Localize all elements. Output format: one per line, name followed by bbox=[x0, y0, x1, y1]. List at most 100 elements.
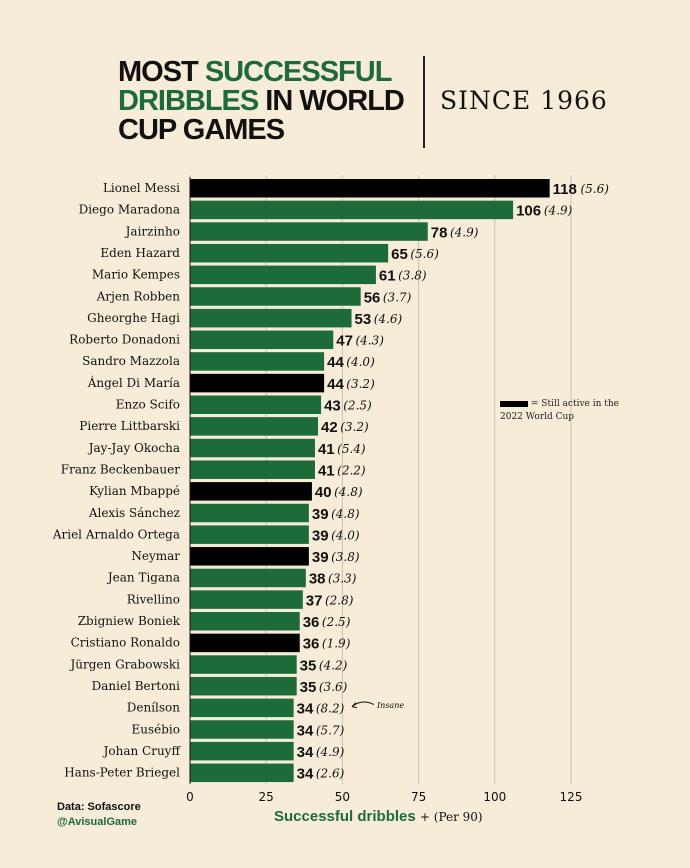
category-label: Hans-Peter Briegel bbox=[64, 766, 180, 780]
data-label: 78 bbox=[431, 224, 448, 241]
data-label: 39 bbox=[312, 549, 329, 566]
chart-title: MOST SUCCESSFUL DRIBBLES IN WORLD CUP GA… bbox=[118, 58, 405, 145]
category-label: Daniel Bertoni bbox=[92, 679, 181, 693]
data-label: 40 bbox=[315, 484, 332, 501]
data-label: 38 bbox=[309, 571, 326, 588]
per90-label: (3.2) bbox=[346, 377, 375, 391]
title-text: IN WORLD bbox=[258, 85, 405, 117]
category-label: Kylian Mbappé bbox=[89, 484, 180, 498]
data-label: 37 bbox=[306, 592, 323, 609]
bar bbox=[190, 200, 514, 220]
category-label: Ariel Arnaldo Ortega bbox=[52, 527, 180, 541]
per90-label: (5.6) bbox=[580, 182, 609, 196]
category-label: Eusébio bbox=[132, 722, 181, 736]
bar bbox=[190, 633, 300, 653]
title-line-3: CUP GAMES bbox=[118, 116, 404, 145]
data-label: 34 bbox=[297, 766, 314, 783]
data-label: 39 bbox=[312, 506, 329, 523]
data-label: 53 bbox=[355, 311, 372, 328]
bar bbox=[190, 741, 294, 761]
category-label: Ángel Di María bbox=[87, 375, 180, 390]
per90-label: (3.6) bbox=[319, 680, 348, 694]
x-axis-label-sub: + (Per 90) bbox=[419, 810, 483, 824]
bar bbox=[190, 655, 297, 674]
data-label: 44 bbox=[327, 354, 344, 371]
bar bbox=[190, 763, 294, 783]
per90-label: (4.9) bbox=[316, 745, 345, 759]
data-label: 39 bbox=[312, 527, 329, 544]
per90-label: (4.0) bbox=[331, 528, 360, 542]
per90-label: (5.4) bbox=[337, 442, 366, 456]
per90-label: (2.8) bbox=[325, 593, 354, 607]
data-label: 43 bbox=[324, 398, 341, 415]
bar bbox=[190, 330, 334, 350]
per90-label: (3.8) bbox=[331, 550, 360, 564]
x-axis-label: Successful dribbles + (Per 90) bbox=[274, 808, 483, 825]
bar bbox=[190, 265, 376, 285]
per90-label: (4.9) bbox=[544, 204, 573, 218]
title-highlight: SUCCESSFUL bbox=[204, 56, 393, 88]
bar bbox=[190, 525, 309, 544]
category-label: Pierre Littbarski bbox=[79, 419, 180, 433]
per90-label: (3.8) bbox=[398, 269, 427, 283]
bar bbox=[190, 676, 297, 696]
data-label: 34 bbox=[297, 744, 314, 761]
bar bbox=[190, 352, 325, 371]
per90-label: (4.6) bbox=[374, 312, 403, 326]
category-label: Gheorghe Hagi bbox=[87, 311, 180, 325]
annotation-arrowhead bbox=[351, 702, 358, 709]
bar bbox=[190, 373, 325, 393]
per90-label: (4.3) bbox=[355, 334, 384, 348]
data-label: 35 bbox=[300, 657, 317, 674]
chart-subtitle: SINCE 1966 bbox=[440, 86, 608, 115]
bar bbox=[190, 568, 306, 588]
title-line-1: MOST SUCCESSFUL bbox=[118, 58, 404, 87]
legend-text: = Still active in the 2022 World Cup bbox=[500, 399, 620, 422]
per90-label: (3.7) bbox=[383, 290, 412, 304]
x-tick-label: 125 bbox=[560, 790, 583, 804]
category-label: Jay-Jay Okocha bbox=[87, 441, 180, 455]
x-axis-label-main: Successful dribbles bbox=[274, 808, 416, 825]
category-label: Sandro Mazzola bbox=[82, 354, 180, 368]
per90-label: (3.2) bbox=[340, 420, 369, 434]
bar bbox=[190, 179, 550, 198]
category-label: Johan Cruyff bbox=[102, 744, 182, 758]
bar bbox=[190, 222, 428, 241]
category-label: Enzo Scifo bbox=[116, 398, 180, 412]
bar bbox=[190, 460, 315, 479]
bar bbox=[190, 547, 309, 566]
data-label: 106 bbox=[516, 203, 541, 220]
category-label: Jean Tigana bbox=[106, 571, 180, 585]
data-label: 118 bbox=[553, 181, 577, 198]
per90-label: (2.6) bbox=[316, 767, 345, 781]
bar bbox=[190, 720, 294, 739]
category-label: Arjen Robben bbox=[96, 289, 180, 303]
data-label: 56 bbox=[364, 289, 381, 306]
bar bbox=[190, 482, 312, 501]
per90-label: (5.6) bbox=[410, 247, 439, 261]
x-tick-label: 50 bbox=[335, 790, 350, 804]
category-label: Lionel Messi bbox=[103, 181, 180, 195]
category-label: Denílson bbox=[127, 701, 181, 715]
bar bbox=[190, 612, 300, 631]
title-text: MOST bbox=[118, 56, 205, 88]
data-label: 35 bbox=[300, 679, 317, 696]
bar bbox=[190, 287, 361, 306]
title-divider bbox=[423, 56, 425, 148]
data-label: 47 bbox=[336, 333, 353, 350]
per90-label: (5.7) bbox=[316, 723, 345, 737]
category-label: Roberto Donadoni bbox=[69, 333, 180, 347]
title-highlight: DRIBBLES bbox=[118, 85, 259, 117]
per90-label: (4.8) bbox=[334, 485, 363, 499]
bar bbox=[190, 590, 303, 609]
x-tick-label: 0 bbox=[186, 790, 194, 804]
category-label: Zbigniew Boniek bbox=[78, 614, 181, 628]
x-tick-label: 100 bbox=[483, 790, 506, 804]
category-label: Alexis Sánchez bbox=[88, 506, 180, 520]
bar bbox=[190, 438, 315, 458]
data-label: 41 bbox=[318, 462, 335, 479]
bar bbox=[190, 243, 389, 263]
data-label: 36 bbox=[303, 614, 320, 631]
per90-label: (8.2) bbox=[316, 702, 345, 716]
data-label: 61 bbox=[379, 268, 396, 285]
